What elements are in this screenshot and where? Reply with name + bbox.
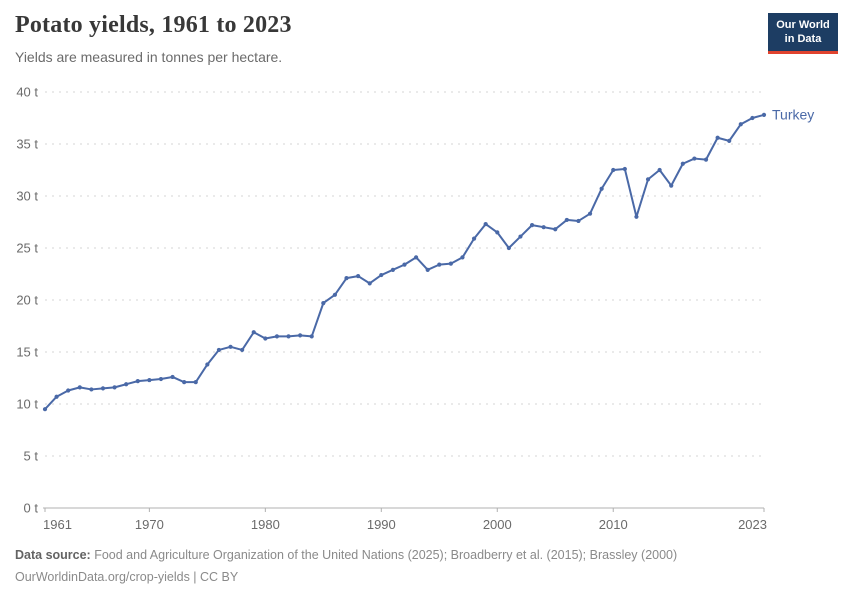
- data-point-1990[interactable]: [379, 272, 384, 278]
- data-point-2006[interactable]: [564, 217, 569, 223]
- data-point-1976[interactable]: [216, 347, 222, 353]
- data-point-2002[interactable]: [518, 234, 523, 239]
- data-point-1964[interactable]: [77, 385, 82, 390]
- data-point-1972[interactable]: [170, 374, 175, 380]
- data-point-2023[interactable]: [761, 112, 767, 117]
- data-point-1991[interactable]: [390, 267, 396, 272]
- data-point-1966[interactable]: [100, 386, 106, 391]
- data-point-2017[interactable]: [692, 156, 697, 161]
- data-point-2020[interactable]: [727, 138, 732, 143]
- series-line-turkey[interactable]: [44, 113, 765, 411]
- data-point-1978[interactable]: [240, 347, 245, 353]
- data-point-1989[interactable]: [367, 281, 372, 286]
- x-axis-label-1970: 1970: [135, 517, 164, 532]
- chart-title: Potato yields, 1961 to 2023: [15, 12, 292, 38]
- data-point-1982[interactable]: [286, 334, 291, 339]
- data-point-1965[interactable]: [89, 387, 94, 392]
- data-point-2005[interactable]: [553, 227, 558, 232]
- data-point-1994[interactable]: [425, 267, 430, 272]
- owid-logo-line2: in Data: [784, 33, 822, 46]
- data-point-1986[interactable]: [332, 292, 338, 297]
- data-point-2000[interactable]: [495, 230, 500, 235]
- data-source-label: Data source:: [15, 548, 91, 562]
- gridlines: 0 t 5 t 10 t 15 t 20 t 25 t 30 t 35 t 40 t: [16, 85, 764, 516]
- chart-footer: Data source: Food and Agriculture Organi…: [15, 544, 835, 589]
- data-point-1962[interactable]: [54, 394, 59, 399]
- data-point-2001[interactable]: [506, 245, 511, 251]
- data-point-1996[interactable]: [448, 261, 453, 266]
- data-point-2019[interactable]: [715, 135, 720, 140]
- data-point-2008[interactable]: [587, 211, 593, 216]
- data-point-1961[interactable]: [42, 407, 48, 412]
- data-point-2003[interactable]: [529, 223, 535, 228]
- y-axis-label-40t: 40 t: [16, 85, 38, 100]
- data-point-1974[interactable]: [193, 380, 198, 385]
- owid-logo-line1: Our World: [776, 19, 830, 31]
- data-point-1963[interactable]: [66, 388, 71, 393]
- data-point-2004[interactable]: [541, 225, 546, 230]
- owid-logo[interactable]: Our World in Data: [768, 13, 838, 54]
- data-point-1975[interactable]: [205, 362, 210, 367]
- data-point-1992[interactable]: [402, 262, 407, 267]
- data-point-2007[interactable]: [576, 218, 581, 224]
- data-point-1968[interactable]: [124, 382, 129, 387]
- y-axis-label-30t: 30 t: [16, 189, 38, 204]
- data-point-1983[interactable]: [298, 333, 303, 338]
- chart-subtitle: Yields are measured in tonnes per hectar…: [15, 49, 283, 65]
- y-axis-label-20t: 20 t: [16, 293, 38, 308]
- license-line[interactable]: OurWorldinData.org/crop-yields | CC BY: [15, 570, 239, 585]
- data-point-1981[interactable]: [274, 334, 280, 339]
- data-point-1993[interactable]: [413, 255, 419, 260]
- data-point-1998[interactable]: [471, 236, 477, 241]
- data-point-1987[interactable]: [344, 276, 349, 281]
- data-point-1995[interactable]: [437, 262, 442, 267]
- data-point-1967[interactable]: [112, 385, 117, 390]
- data-source-line: Data source: Food and Agriculture Organi…: [15, 544, 835, 566]
- y-axis-label-0t: 0 t: [24, 501, 39, 516]
- data-point-1997[interactable]: [460, 255, 465, 260]
- data-point-2015[interactable]: [669, 183, 674, 188]
- data-point-1970[interactable]: [147, 377, 152, 383]
- x-axis: 1961 1970 1980 1990 2000 2010 2023: [43, 507, 767, 532]
- y-axis-label-35t: 35 t: [16, 137, 38, 152]
- data-point-1985[interactable]: [321, 301, 326, 306]
- data-point-1988[interactable]: [356, 273, 361, 279]
- data-point-1971[interactable]: [158, 376, 164, 382]
- data-source-text: Food and Agriculture Organization of the…: [90, 548, 678, 562]
- x-axis-label-1980: 1980: [251, 517, 280, 532]
- series-end-label-turkey[interactable]: Turkey: [772, 106, 814, 122]
- data-point-1969[interactable]: [135, 379, 140, 384]
- y-axis-label-15t: 15 t: [16, 345, 38, 360]
- data-point-1979[interactable]: [251, 330, 256, 335]
- data-point-1999[interactable]: [483, 221, 488, 227]
- data-point-2010[interactable]: [611, 167, 616, 173]
- series-turkey[interactable]: Turkey: [42, 106, 814, 412]
- data-point-2018[interactable]: [703, 157, 709, 162]
- x-axis-label-2010: 2010: [599, 517, 628, 532]
- data-point-2016[interactable]: [680, 161, 685, 166]
- data-point-2022[interactable]: [750, 115, 755, 121]
- data-point-1984[interactable]: [309, 334, 314, 339]
- data-point-2012[interactable]: [634, 214, 639, 219]
- data-point-2009[interactable]: [599, 186, 604, 191]
- y-axis-label-25t: 25 t: [16, 241, 38, 256]
- y-axis-label-5t: 5 t: [24, 449, 39, 464]
- data-point-1977[interactable]: [228, 344, 233, 349]
- x-axis-label-2000: 2000: [483, 517, 512, 532]
- x-axis-label-2023: 2023: [738, 517, 767, 532]
- data-point-2013[interactable]: [645, 177, 651, 182]
- x-axis-label-1990: 1990: [367, 517, 396, 532]
- data-point-1973[interactable]: [182, 380, 187, 385]
- data-point-2011[interactable]: [622, 166, 627, 172]
- data-point-2014[interactable]: [657, 167, 662, 173]
- x-axis-label-1961: 1961: [43, 517, 72, 532]
- y-axis-label-10t: 10 t: [16, 397, 38, 412]
- data-point-1980[interactable]: [263, 336, 268, 341]
- data-point-2021[interactable]: [738, 122, 743, 127]
